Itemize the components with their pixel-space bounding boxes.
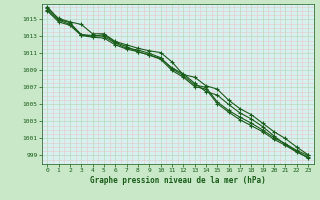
X-axis label: Graphe pression niveau de la mer (hPa): Graphe pression niveau de la mer (hPa): [90, 176, 266, 185]
